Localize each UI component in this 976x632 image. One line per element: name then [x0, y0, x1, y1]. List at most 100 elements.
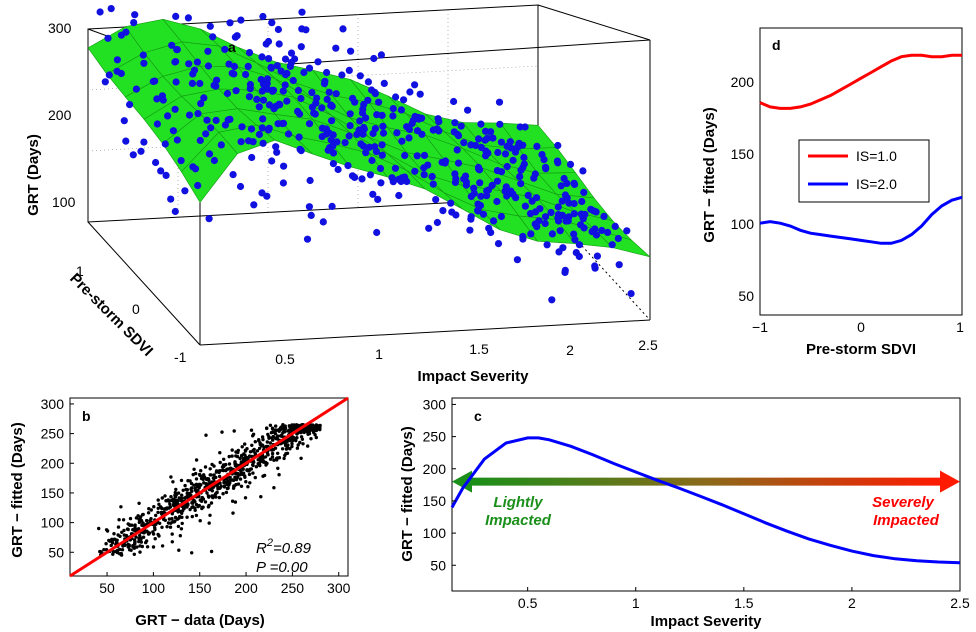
scatter-point [366, 171, 374, 179]
scatter-point [212, 116, 220, 124]
scatter-point [259, 115, 267, 123]
scatter-point [248, 467, 252, 471]
scatter-point [204, 433, 208, 437]
scatter-point [116, 525, 121, 529]
scatter-point [110, 537, 114, 541]
scatter-point [328, 117, 336, 125]
scatter-point [140, 59, 148, 67]
scatter-point [264, 37, 273, 46]
scatter-point [138, 550, 142, 554]
panel-a-box-edge [537, 4, 651, 41]
scatter-point [237, 138, 245, 146]
scatter-point [218, 481, 222, 485]
scatter-point [189, 481, 194, 486]
x-tick-label: 2 [848, 595, 856, 611]
scatter-point [453, 146, 461, 154]
scatter-point [502, 183, 510, 191]
scatter-point [217, 474, 222, 479]
scatter-point [152, 158, 160, 167]
panel-a-z-label: GRT (Days) [25, 134, 42, 216]
scatter-point [250, 443, 254, 447]
scatter-point [548, 230, 557, 238]
scatter-point [168, 41, 176, 49]
scatter-point [286, 429, 290, 433]
scatter-point [151, 77, 159, 85]
scatter-point [286, 439, 290, 443]
scatter-point [197, 503, 201, 508]
scatter-point [126, 527, 130, 532]
scatter-point [353, 130, 361, 138]
scatter-point [259, 12, 267, 21]
scatter-point [165, 525, 169, 529]
scatter-point [190, 514, 194, 519]
x-tick-label: 250 [281, 580, 305, 596]
scatter-point [247, 472, 252, 477]
scatter-point [268, 87, 277, 95]
scatter-point [345, 132, 353, 140]
scatter-point [277, 67, 285, 75]
scatter-point [177, 157, 185, 165]
scatter-point [160, 525, 164, 529]
scatter-point [547, 208, 555, 217]
scatter-point [481, 136, 489, 144]
scatter-point [416, 90, 424, 98]
scatter-point [507, 187, 515, 195]
scatter-point [168, 525, 173, 529]
scatter-point [346, 110, 354, 118]
scatter-point [276, 451, 280, 455]
scatter-point [211, 495, 215, 500]
scatter-point [494, 148, 502, 157]
scatter-point [479, 210, 488, 218]
scatter-point [379, 129, 388, 137]
scatter-point [190, 66, 199, 74]
scatter-point [351, 173, 359, 181]
scatter-point [281, 81, 289, 89]
scatter-point [332, 90, 340, 98]
scatter-point [490, 217, 498, 225]
panel-c-y-ticks: 50 100 150 200 250 300 [423, 396, 456, 573]
scatter-point [298, 8, 306, 16]
scatter-point [122, 533, 127, 537]
scatter-point [133, 529, 137, 533]
panel-d-label: d [772, 37, 781, 53]
scatter-point [186, 502, 190, 506]
panel-d-y-tick: 150 [731, 146, 755, 162]
scatter-point [244, 480, 248, 484]
scatter-point [359, 130, 367, 138]
scatter-point [454, 132, 463, 140]
panel-a-x-label: Impact Severity [418, 368, 530, 385]
scatter-point [401, 151, 409, 160]
scatter-point [516, 123, 524, 131]
panel-c: c Lightly Impacted Severely Impacted 0.5… [399, 396, 970, 630]
scatter-point [570, 179, 578, 187]
scatter-point [165, 506, 169, 510]
scatter-point [231, 511, 235, 515]
scatter-point [310, 428, 315, 432]
scatter-point [153, 537, 157, 541]
scatter-point [258, 442, 262, 447]
scatter-point [196, 79, 204, 88]
scatter-point [228, 475, 232, 480]
scatter-point [272, 486, 276, 490]
scatter-point [359, 105, 367, 113]
scatter-point [131, 11, 139, 19]
scatter-point [253, 95, 261, 103]
scatter-point [220, 430, 224, 434]
scatter-point [319, 218, 327, 226]
scatter-point [137, 536, 141, 541]
scatter-point [251, 432, 256, 436]
y-tick-label: 100 [423, 525, 447, 541]
scatter-point [275, 40, 283, 48]
scatter-point [493, 197, 501, 206]
scatter-point [101, 78, 109, 86]
scatter-point [306, 444, 310, 448]
scatter-point [258, 87, 266, 95]
scatter-point [291, 55, 299, 63]
scatter-point [267, 64, 275, 72]
scatter-point [485, 224, 493, 232]
scatter-point [183, 483, 187, 488]
scatter-point [413, 127, 422, 135]
scatter-point [293, 424, 297, 429]
scatter-point [258, 189, 266, 197]
scatter-point [194, 477, 199, 481]
